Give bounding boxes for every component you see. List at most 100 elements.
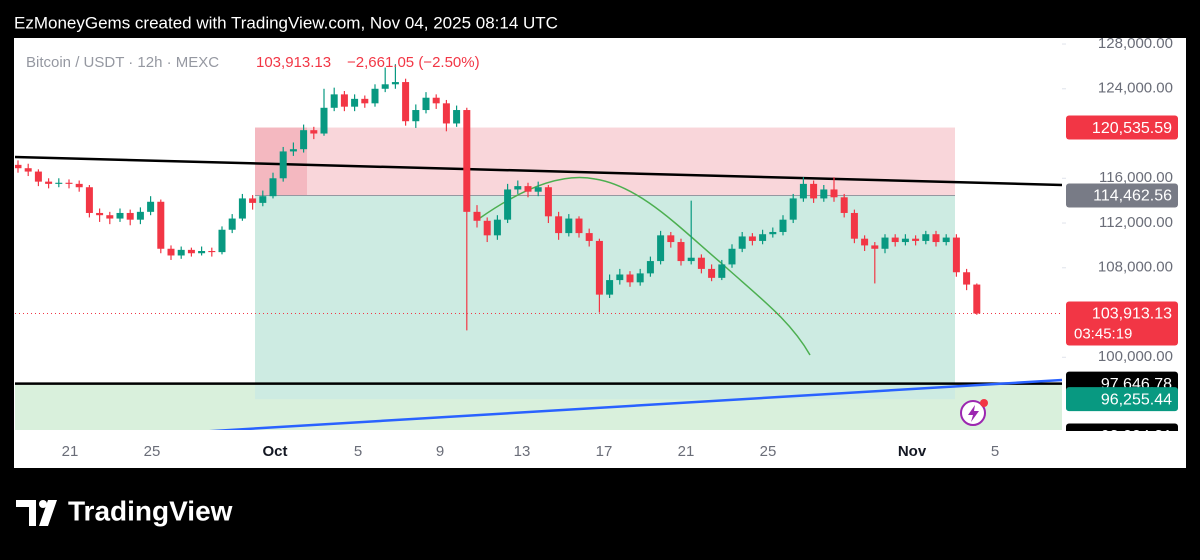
price-labels: 120,535.59114,462.56103,913.1303:45:1997… [1066, 115, 1178, 445]
candle-body [96, 212, 104, 216]
candle-body [616, 274, 624, 281]
candle-body [289, 149, 297, 152]
candle-body [973, 284, 981, 314]
y-tick-label: 100,000.00 [1098, 348, 1173, 365]
price-label-text: 96,255.44 [1101, 391, 1172, 408]
candle-body [708, 268, 716, 278]
price-label-text: 114,462.56 [1093, 188, 1172, 205]
candle-body [687, 257, 695, 262]
x-tick-label: 9 [436, 443, 444, 460]
candle-body [126, 212, 134, 220]
y-tick-label: 108,000.00 [1098, 259, 1173, 276]
alert-icon[interactable] [960, 399, 988, 426]
candle-body [810, 183, 818, 199]
x-tick-label: Oct [262, 443, 287, 460]
symbol-label: Bitcoin / USDT · 12h · MEXC [26, 54, 219, 71]
candle-body [922, 234, 930, 241]
last-price: 103,913.13 [256, 54, 331, 71]
candle-body [718, 264, 726, 278]
price-label-text: 120,535.59 [1092, 120, 1172, 137]
candle-body [381, 84, 389, 89]
alert-dot [980, 399, 988, 407]
time-axis: 21 25 Oct 5 9 13 17 21 25 Nov 5 [62, 443, 1000, 460]
candle-body [422, 97, 430, 111]
price-label-box [1066, 183, 1178, 208]
candle-body [555, 216, 563, 234]
x-tick-label: 25 [144, 443, 161, 460]
x-tick-label: 5 [354, 443, 362, 460]
candle-body [606, 280, 614, 295]
candle-body [626, 274, 634, 283]
candle-body [524, 186, 532, 192]
candle-body [789, 198, 797, 220]
candle-body [249, 198, 257, 203]
candle-body [585, 233, 593, 241]
candle-body [45, 181, 53, 184]
target-zone [255, 195, 955, 400]
candle-body [147, 201, 155, 212]
candle-body [157, 201, 165, 249]
candle-body [55, 182, 63, 184]
candle-body [391, 82, 399, 85]
candle-body [473, 211, 481, 221]
countdown: 03:45:19 [1074, 325, 1132, 342]
candle-body [463, 110, 471, 212]
x-tick-label: 13 [514, 443, 531, 460]
price-label-text: 93,004.31 [1101, 428, 1172, 445]
header: EzMoneyGems created with TradingView.com… [14, 13, 558, 32]
candle-body [840, 197, 848, 213]
candle-body [136, 211, 144, 220]
price-label-text: 103,913.13 [1092, 306, 1172, 323]
candle-body [657, 235, 665, 262]
candle-body [432, 97, 440, 104]
candle-body [912, 238, 920, 241]
candle-body [544, 187, 552, 217]
candle-body [483, 220, 491, 236]
candle-body [453, 110, 461, 124]
legend: Bitcoin / USDT · 12h · MEXC 103,913.13 −… [26, 54, 480, 71]
brand-logo: TradingView [16, 495, 233, 526]
candle-body [330, 94, 338, 108]
x-tick-label: 5 [991, 443, 999, 460]
candle-body [861, 238, 869, 246]
candle-body [932, 234, 940, 243]
candle-body [595, 240, 603, 295]
candle-body [75, 183, 83, 188]
price-label-box [1066, 387, 1178, 412]
candle-body [759, 234, 767, 241]
candle-body [371, 88, 379, 104]
candle-body [177, 249, 185, 256]
candle-body [412, 110, 420, 122]
candle-body [799, 183, 807, 199]
candle-body [187, 249, 195, 254]
price-label-box [1066, 115, 1178, 140]
candle-body [208, 250, 216, 253]
candle-body [34, 171, 42, 182]
candle-body [218, 229, 226, 253]
candle-body [952, 237, 960, 273]
y-tick-label: 128,000.00 [1098, 35, 1173, 52]
candle-body [402, 82, 410, 122]
candle-body [565, 218, 573, 234]
trend-line [15, 155, 1062, 187]
candle-body [830, 189, 838, 198]
price-label-box [1066, 423, 1178, 431]
candle-body [646, 261, 654, 274]
candle-body [820, 189, 828, 199]
y-tick-label: 124,000.00 [1098, 80, 1173, 97]
candle-body [963, 272, 971, 285]
candle-body [15, 164, 22, 169]
price-change: −2,661.05 (−2.50%) [347, 54, 480, 71]
candle-body [310, 130, 318, 134]
stop-zone [255, 127, 955, 196]
candle-body [636, 273, 644, 283]
candle-body [65, 182, 73, 184]
candle-body [167, 248, 175, 256]
candle-body [881, 237, 889, 249]
candle-body [769, 231, 777, 235]
alert-bolt [968, 405, 979, 422]
blue-trend-line [209, 378, 1062, 430]
candle-body [493, 219, 501, 236]
